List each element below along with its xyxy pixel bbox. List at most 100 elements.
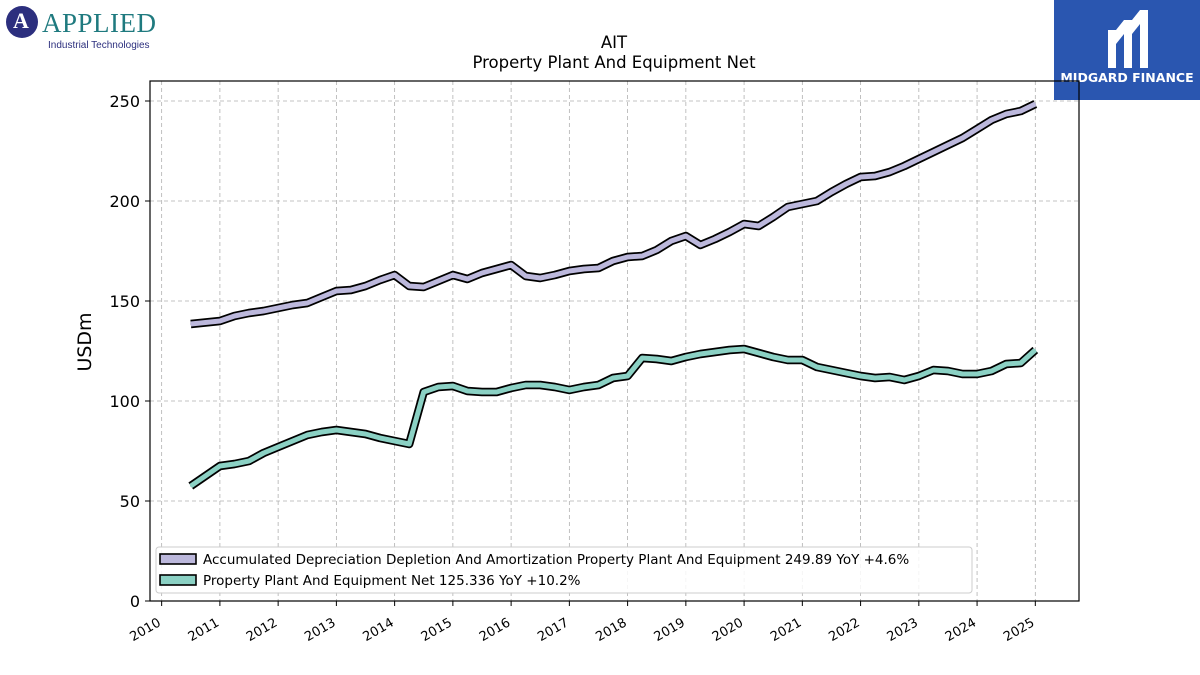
data-point	[903, 165, 906, 167]
data-point	[859, 176, 862, 178]
x-tick-label: 2019	[652, 615, 688, 645]
data-point	[553, 274, 556, 276]
legend-label: Accumulated Depreciation Depletion And A…	[203, 552, 909, 568]
data-point	[1034, 103, 1037, 105]
data-point	[321, 431, 323, 433]
data-point	[262, 452, 265, 454]
data-point	[874, 377, 876, 379]
data-point	[932, 369, 935, 371]
series-line-outline	[190, 100, 1038, 329]
data-point	[437, 280, 440, 282]
data-point	[568, 270, 571, 272]
applied-logo-word: APPLIED	[42, 8, 157, 38]
data-point	[510, 387, 512, 389]
data-point	[743, 348, 745, 350]
legend-swatch	[159, 574, 197, 586]
data-point	[364, 285, 367, 287]
data-point	[670, 240, 673, 242]
series-line	[189, 346, 1037, 489]
data-point	[874, 175, 876, 177]
data-point	[219, 465, 221, 467]
data-point	[291, 440, 294, 442]
data-point	[816, 200, 818, 202]
data-point	[685, 356, 687, 358]
data-point	[568, 389, 571, 391]
x-tick-label: 2017	[535, 615, 571, 645]
data-point	[757, 225, 760, 227]
series-line	[190, 101, 1037, 327]
data-point	[670, 360, 673, 362]
data-point	[583, 386, 585, 388]
data-point	[597, 267, 600, 269]
y-tick-label: 50	[120, 492, 140, 511]
data-point	[248, 312, 250, 314]
data-point	[495, 391, 498, 393]
data-point	[947, 370, 949, 372]
x-tick-label: 2010	[127, 615, 163, 645]
data-point	[1034, 349, 1037, 351]
data-point	[335, 290, 338, 292]
legend-box	[155, 546, 973, 594]
applied-logo: A APPLIED Industrial Technologies	[6, 6, 166, 52]
x-tick-label: 2020	[710, 615, 746, 645]
data-point	[976, 128, 978, 130]
data-point	[1005, 363, 1007, 365]
x-tick-label: 2021	[768, 615, 804, 645]
y-tick-label: 0	[130, 592, 140, 611]
data-point	[947, 144, 949, 146]
y-tick-label: 200	[109, 192, 140, 211]
data-point	[728, 349, 731, 351]
data-point	[350, 431, 352, 433]
data-point	[306, 434, 309, 436]
data-point	[801, 359, 804, 361]
data-point	[393, 440, 396, 442]
data-point	[524, 384, 527, 386]
data-point	[816, 366, 818, 368]
data-point	[612, 377, 614, 379]
x-tick-label: 2022	[826, 615, 862, 645]
x-tick-label: 2014	[360, 615, 396, 645]
data-point	[845, 183, 847, 185]
data-point	[539, 384, 542, 386]
data-point	[393, 274, 396, 276]
data-point	[524, 275, 527, 277]
data-point	[452, 385, 454, 387]
grid-layer	[150, 81, 1079, 602]
data-point	[830, 369, 833, 371]
data-point	[510, 264, 512, 266]
data-point	[743, 223, 745, 225]
data-point	[772, 356, 775, 358]
data-point	[481, 272, 483, 274]
x-tick-label: 2023	[885, 615, 921, 645]
data-point	[277, 446, 279, 448]
data-point	[728, 231, 731, 233]
data-point	[772, 216, 775, 218]
data-point	[990, 370, 993, 372]
data-point	[845, 372, 847, 374]
data-point	[364, 433, 367, 435]
data-point	[495, 268, 498, 270]
data-point	[321, 296, 323, 298]
data-point	[379, 279, 381, 281]
data-point	[233, 463, 236, 465]
data-point	[714, 351, 716, 353]
data-point	[481, 391, 483, 393]
data-point	[976, 373, 978, 375]
data-point	[1019, 362, 1022, 364]
data-point	[539, 277, 542, 279]
data-point	[626, 256, 629, 258]
data-point	[786, 359, 789, 361]
data-point	[466, 278, 469, 280]
data-point	[786, 206, 789, 208]
chart-title: AIT	[601, 33, 628, 52]
series-layer	[188, 100, 1039, 490]
data-point	[830, 191, 833, 193]
data-point	[714, 238, 716, 240]
chart-subtitle: Property Plant And Equipment Net	[472, 53, 756, 72]
midgard-finance-logo: MIDGARD FINANCE	[1054, 0, 1200, 100]
data-point	[306, 302, 309, 304]
data-point	[612, 260, 614, 262]
series-line-outline	[188, 344, 1039, 490]
data-point	[219, 320, 221, 322]
data-point	[189, 323, 192, 325]
